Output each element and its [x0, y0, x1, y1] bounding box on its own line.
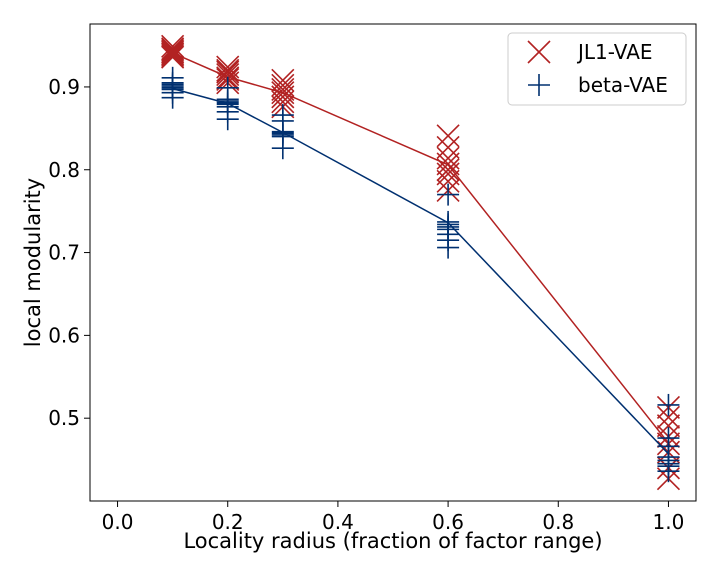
data-point — [436, 152, 460, 176]
plot-frame — [89, 23, 697, 502]
legend-label: beta-VAE — [578, 73, 668, 97]
y-tick-label: 0.7 — [48, 241, 80, 265]
data-point — [216, 60, 240, 84]
series-beta-vae — [161, 66, 680, 483]
data-point — [161, 38, 185, 63]
x-tick-label: 0.0 — [102, 510, 134, 534]
data-point — [271, 68, 295, 92]
data-point — [271, 137, 294, 160]
x-tick-label: 0.6 — [432, 510, 464, 534]
x-tick-label: 1.0 — [653, 510, 685, 534]
legend-label: JL1-VAE — [576, 40, 653, 64]
data-point — [161, 45, 185, 69]
series-line — [172, 87, 669, 455]
data-point — [657, 393, 680, 416]
data-point — [436, 135, 460, 159]
x-tick-label: 0.2 — [212, 510, 244, 534]
series-line — [172, 52, 670, 444]
data-point — [436, 162, 460, 186]
data-point — [161, 40, 185, 64]
legend: JL1-VAE beta-VAE — [507, 32, 687, 106]
legend-marker — [528, 74, 550, 96]
data-point — [657, 460, 680, 483]
data-point — [161, 43, 185, 68]
data-point — [216, 108, 239, 131]
data-point — [437, 183, 460, 206]
data-point — [271, 77, 295, 101]
x-axis-label: Locality radius (fraction of factor rang… — [183, 529, 602, 553]
y-tick-label: 0.8 — [48, 158, 80, 182]
data-point — [656, 414, 681, 438]
y-axis-label: local modularity — [21, 178, 45, 347]
data-point — [271, 85, 295, 109]
data-point — [436, 124, 460, 148]
y-tick-label: 0.5 — [48, 406, 80, 430]
data-point — [437, 236, 460, 259]
series-layer — [161, 34, 681, 491]
y-tick-label: 0.6 — [48, 323, 80, 347]
data-point — [161, 37, 185, 61]
data-point — [271, 73, 295, 97]
x-tick-label: 0.8 — [542, 510, 574, 534]
data-point — [436, 158, 460, 182]
data-point — [271, 90, 295, 114]
data-point — [436, 169, 460, 193]
y-tick-label: 0.9 — [48, 75, 80, 99]
data-point — [216, 62, 240, 87]
ticks-layer: 0.0 0.2 0.4 0.6 0.8 1.0 0.5 0.6 0.7 0.8 0.9 — [48, 75, 684, 534]
legend-box — [507, 32, 687, 106]
data-point — [161, 42, 185, 66]
data-point — [161, 34, 185, 58]
data-point — [656, 405, 681, 429]
legend-marker — [527, 40, 551, 64]
data-point — [161, 86, 184, 109]
x-tick-label: 0.4 — [322, 510, 354, 534]
data-point — [216, 58, 240, 82]
